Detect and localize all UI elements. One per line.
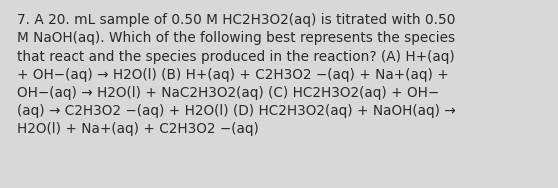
Text: 7. A 20. mL sample of 0.50 M HC2H3O2(aq) is titrated with 0.50
M NaOH(aq). Which: 7. A 20. mL sample of 0.50 M HC2H3O2(aq)… xyxy=(17,13,455,136)
